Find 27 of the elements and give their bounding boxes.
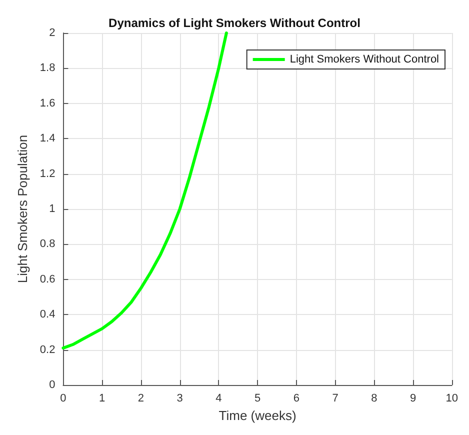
y-tick-label: 0 (49, 379, 56, 391)
x-tick-label: 6 (293, 392, 300, 404)
x-axis-title: Time (weeks) (218, 408, 296, 423)
x-tick-label: 9 (410, 392, 416, 404)
x-tick-label: 4 (216, 392, 222, 404)
y-tick-label: 0.2 (40, 344, 56, 356)
y-tick-label: 1 (49, 203, 56, 215)
line-series (62, 32, 228, 350)
x-tick-label: 5 (254, 392, 261, 404)
y-tick-label: 1.4 (40, 132, 56, 145)
y-tick-label: 0.8 (40, 238, 56, 250)
chart-title: Dynamics of Light Smokers Without Control (108, 16, 360, 30)
x-tick-label: 1 (99, 392, 106, 404)
x-tick-label: 7 (332, 392, 338, 404)
y-tick-label: 1.6 (40, 97, 56, 110)
y-axis-title: Light Smokers Population (15, 134, 30, 284)
y-tick-label: 2 (49, 27, 56, 39)
y-tick-label: 1.2 (40, 168, 56, 180)
y-tick-label: 0.6 (40, 273, 56, 286)
x-tick-label: 0 (60, 392, 66, 404)
y-tick-label: 1.8 (40, 62, 56, 74)
y-tick-label: 0.4 (40, 308, 56, 321)
x-tick-label: 8 (371, 392, 378, 404)
x-tick-label: 2 (138, 392, 144, 404)
x-tick-label: 3 (176, 392, 183, 404)
legend-label: Light Smokers Without Control (290, 54, 439, 66)
x-tick-label: 10 (446, 392, 458, 404)
